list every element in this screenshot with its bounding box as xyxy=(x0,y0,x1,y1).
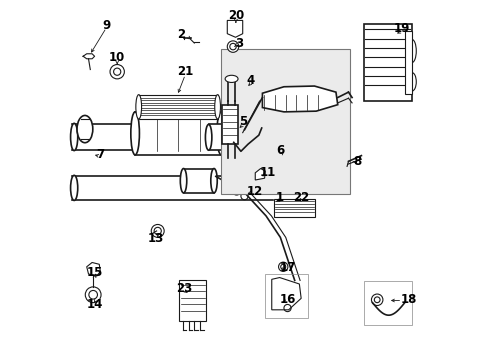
Text: 22: 22 xyxy=(292,191,308,204)
Ellipse shape xyxy=(230,125,237,150)
Ellipse shape xyxy=(136,95,142,119)
Polygon shape xyxy=(86,262,100,276)
Polygon shape xyxy=(227,21,242,37)
Text: 20: 20 xyxy=(227,9,244,22)
Ellipse shape xyxy=(70,123,78,150)
Ellipse shape xyxy=(210,168,217,193)
Ellipse shape xyxy=(214,95,220,119)
Text: 4: 4 xyxy=(246,74,254,87)
Text: 14: 14 xyxy=(86,298,102,311)
Bar xyxy=(208,125,233,150)
Ellipse shape xyxy=(224,75,238,82)
Text: 6: 6 xyxy=(276,144,284,157)
Text: 9: 9 xyxy=(102,19,110,32)
Text: 12: 12 xyxy=(246,185,262,198)
Bar xyxy=(265,274,307,318)
Text: 21: 21 xyxy=(177,65,193,78)
Ellipse shape xyxy=(180,168,186,193)
Text: 18: 18 xyxy=(400,293,416,306)
Bar xyxy=(179,280,206,320)
Bar xyxy=(221,49,349,194)
Bar xyxy=(404,31,411,94)
Ellipse shape xyxy=(70,175,78,201)
Ellipse shape xyxy=(278,262,287,271)
Bar xyxy=(222,105,238,144)
Ellipse shape xyxy=(407,73,415,91)
Bar xyxy=(363,281,411,325)
Ellipse shape xyxy=(110,64,124,79)
Text: 5: 5 xyxy=(239,116,247,129)
Bar xyxy=(183,168,214,193)
Bar xyxy=(139,95,217,119)
Ellipse shape xyxy=(205,125,211,150)
Ellipse shape xyxy=(217,112,225,155)
Text: 19: 19 xyxy=(393,22,409,35)
Polygon shape xyxy=(262,86,337,112)
Text: 11: 11 xyxy=(259,166,275,179)
Text: 23: 23 xyxy=(176,282,192,295)
Ellipse shape xyxy=(151,225,164,237)
Text: 15: 15 xyxy=(86,266,102,279)
Text: 7: 7 xyxy=(96,148,104,161)
Ellipse shape xyxy=(131,112,139,155)
Ellipse shape xyxy=(85,287,101,303)
Text: 16: 16 xyxy=(280,293,296,306)
Text: 17: 17 xyxy=(280,261,296,274)
Text: 3: 3 xyxy=(235,36,243,50)
Bar xyxy=(135,112,221,155)
Ellipse shape xyxy=(407,40,415,63)
Polygon shape xyxy=(271,278,301,310)
Ellipse shape xyxy=(227,41,238,52)
Polygon shape xyxy=(255,168,265,180)
Text: 8: 8 xyxy=(353,155,361,168)
Text: 10: 10 xyxy=(109,51,125,64)
Text: 1: 1 xyxy=(275,191,283,204)
Ellipse shape xyxy=(371,294,382,306)
Text: 2: 2 xyxy=(177,28,185,41)
Ellipse shape xyxy=(113,68,121,75)
Ellipse shape xyxy=(77,116,93,143)
Bar xyxy=(363,24,411,101)
Text: 13: 13 xyxy=(147,231,163,244)
Bar xyxy=(273,199,314,217)
